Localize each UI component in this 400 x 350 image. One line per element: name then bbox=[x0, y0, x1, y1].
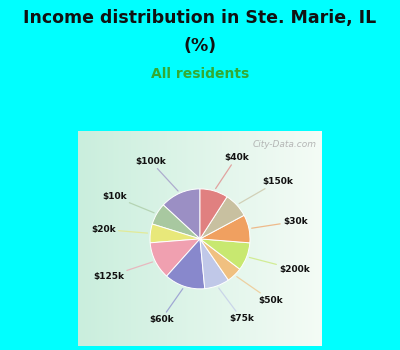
Text: Income distribution in Ste. Marie, IL: Income distribution in Ste. Marie, IL bbox=[23, 9, 377, 27]
Wedge shape bbox=[200, 239, 228, 289]
Text: $150k: $150k bbox=[239, 177, 293, 204]
Text: $60k: $60k bbox=[149, 289, 183, 324]
Text: $200k: $200k bbox=[249, 257, 310, 274]
Wedge shape bbox=[150, 239, 200, 276]
Wedge shape bbox=[200, 197, 244, 239]
Text: $40k: $40k bbox=[216, 153, 249, 189]
Wedge shape bbox=[152, 205, 200, 239]
Wedge shape bbox=[200, 215, 250, 243]
Text: (%): (%) bbox=[184, 37, 216, 55]
Text: $125k: $125k bbox=[93, 262, 152, 281]
Wedge shape bbox=[200, 189, 227, 239]
Wedge shape bbox=[150, 224, 200, 243]
Text: $50k: $50k bbox=[237, 276, 283, 305]
Text: $30k: $30k bbox=[252, 217, 308, 228]
Text: $75k: $75k bbox=[219, 288, 254, 323]
Text: $20k: $20k bbox=[91, 225, 148, 234]
Wedge shape bbox=[167, 239, 205, 289]
Text: City-Data.com: City-Data.com bbox=[253, 140, 317, 149]
Wedge shape bbox=[200, 239, 250, 269]
Text: $10k: $10k bbox=[102, 192, 154, 213]
Wedge shape bbox=[163, 189, 200, 239]
Text: All residents: All residents bbox=[151, 67, 249, 81]
Wedge shape bbox=[200, 239, 240, 280]
Text: $100k: $100k bbox=[135, 157, 178, 191]
